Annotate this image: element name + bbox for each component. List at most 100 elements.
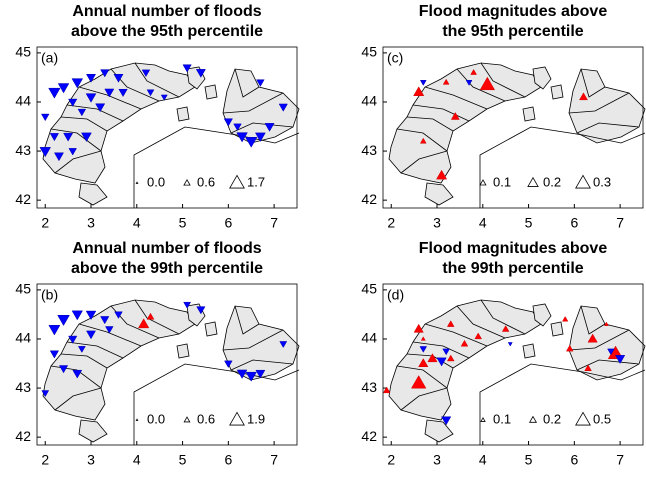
decrease-marker xyxy=(113,73,124,83)
increase-marker xyxy=(446,354,455,362)
legend-marker xyxy=(479,179,487,186)
panel-title: Flood magnitudes above xyxy=(419,3,608,20)
y-tick-label: 43 xyxy=(361,379,377,395)
y-tick-label: 43 xyxy=(361,142,377,158)
decrease-marker xyxy=(615,355,626,364)
increase-marker xyxy=(479,76,496,91)
decrease-marker xyxy=(85,93,97,103)
decrease-marker xyxy=(183,301,192,309)
decrease-marker xyxy=(256,79,265,87)
x-tick-label: 5 xyxy=(179,215,187,231)
decrease-marker xyxy=(441,416,452,426)
increase-marker xyxy=(442,78,450,85)
legend-label: 0.6 xyxy=(197,411,215,426)
decrease-marker xyxy=(68,98,78,107)
y-tick-label: 42 xyxy=(361,428,377,444)
decrease-marker xyxy=(607,348,615,356)
panel-title: above the 95th percentile xyxy=(71,23,263,40)
increase-marker xyxy=(420,336,426,341)
x-tick-label: 5 xyxy=(179,452,187,468)
decrease-marker xyxy=(68,148,77,156)
legend-label: 0.2 xyxy=(543,174,561,189)
legend-label: 1.9 xyxy=(247,411,265,426)
panel-title: the 95th percentile xyxy=(442,23,583,40)
legend-label: 0.6 xyxy=(197,174,215,189)
panel-title: the 99th percentile xyxy=(442,260,583,277)
decrease-marker xyxy=(95,103,106,113)
decrease-marker xyxy=(53,152,64,162)
increase-marker xyxy=(413,86,425,96)
legend-label: 0.5 xyxy=(593,411,611,426)
decrease-marker xyxy=(57,83,70,94)
y-tick-label: 45 xyxy=(15,44,31,60)
decrease-marker xyxy=(436,357,447,367)
legend-label: 0.0 xyxy=(147,174,165,189)
decrease-marker xyxy=(118,88,128,98)
x-tick-label: 6 xyxy=(570,452,578,468)
axes-frame xyxy=(36,283,298,446)
x-tick-label: 3 xyxy=(433,215,441,231)
decrease-marker xyxy=(63,132,74,142)
decrease-marker xyxy=(71,310,83,321)
increase-marker xyxy=(138,318,150,329)
decrease-marker xyxy=(245,137,258,148)
panel-label: (d) xyxy=(387,287,404,303)
decrease-marker xyxy=(160,94,168,101)
decrease-marker xyxy=(419,80,427,86)
decrease-marker xyxy=(279,341,288,349)
decrease-marker xyxy=(39,147,52,158)
increase-marker xyxy=(603,321,609,326)
decrease-marker xyxy=(245,371,257,382)
increase-marker xyxy=(411,375,427,389)
x-tick-label: 7 xyxy=(616,452,624,468)
x-tick-label: 5 xyxy=(525,215,533,231)
decrease-marker xyxy=(105,326,114,334)
decrease-marker xyxy=(182,64,192,73)
panel-title: Annual number of floods xyxy=(72,240,261,257)
y-tick-label: 45 xyxy=(361,44,377,60)
x-tick-label: 7 xyxy=(270,452,278,468)
legend-label: 0.2 xyxy=(543,411,561,426)
legend-marker xyxy=(229,411,245,426)
x-tick-label: 6 xyxy=(224,452,232,468)
decrease-marker xyxy=(224,360,233,369)
panel-label: (b) xyxy=(41,287,58,303)
decrease-marker xyxy=(236,369,248,379)
decrease-marker xyxy=(196,306,206,315)
decrease-marker xyxy=(233,123,242,131)
decrease-marker xyxy=(57,314,70,326)
panel-title: Annual number of floods xyxy=(72,3,261,20)
y-tick-label: 44 xyxy=(361,93,377,109)
legend-marker xyxy=(575,174,591,189)
increase-marker xyxy=(587,333,598,343)
decrease-marker xyxy=(85,310,97,321)
legend-marker xyxy=(183,416,191,423)
x-tick-label: 2 xyxy=(41,452,49,468)
decrease-marker xyxy=(255,369,266,379)
x-tick-label: 2 xyxy=(387,215,395,231)
decrease-marker xyxy=(100,69,110,78)
decrease-marker xyxy=(507,342,513,347)
panel-title: Flood magnitudes above xyxy=(419,240,608,257)
legend-label: 0.1 xyxy=(493,411,511,426)
y-tick-label: 43 xyxy=(15,379,31,395)
panel-label: (a) xyxy=(41,50,58,66)
decrease-marker xyxy=(48,325,61,336)
legend-label: 0.3 xyxy=(593,174,611,189)
x-tick-label: 3 xyxy=(87,452,95,468)
x-tick-label: 2 xyxy=(41,215,49,231)
decrease-marker xyxy=(465,80,473,86)
decrease-marker xyxy=(58,365,69,374)
x-tick-label: 3 xyxy=(87,215,95,231)
increase-marker xyxy=(579,92,588,101)
legend-marker xyxy=(229,174,245,189)
decrease-marker xyxy=(77,346,86,353)
y-tick-label: 42 xyxy=(15,191,31,207)
decrease-marker xyxy=(48,87,61,99)
increase-marker xyxy=(419,137,427,144)
axes-frame xyxy=(382,283,644,446)
x-tick-label: 4 xyxy=(133,452,141,468)
